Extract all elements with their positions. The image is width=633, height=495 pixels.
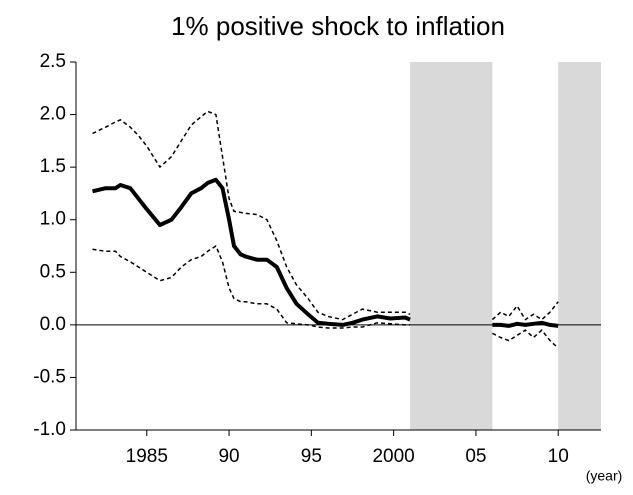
- x-tick-label: 05: [465, 446, 486, 467]
- shaded-region: [410, 62, 493, 430]
- y-tick-label: -1.0: [33, 419, 66, 440]
- y-tick-label: 0.5: [40, 261, 66, 282]
- x-tick-label: 1985: [126, 446, 168, 467]
- y-tick-label: 2.0: [40, 104, 66, 125]
- series-line: [92, 110, 559, 321]
- x-tick-label: 90: [218, 446, 239, 467]
- y-tick-label: -0.5: [33, 366, 66, 387]
- shaded-region: [558, 62, 601, 430]
- y-tick-label: 1.0: [40, 209, 66, 230]
- y-tick-label: 1.5: [40, 156, 66, 177]
- series-line: [92, 245, 559, 349]
- y-tick-label: 2.5: [40, 51, 66, 72]
- x-tick-label: 10: [548, 446, 569, 467]
- x-tick-label: 95: [301, 446, 322, 467]
- x-axis-label: (year): [586, 468, 623, 484]
- series-line: [92, 177, 559, 328]
- y-tick-label: 0.0: [40, 314, 66, 335]
- x-tick-label: 2000: [372, 446, 414, 467]
- chart-title: 1% positive shock to inflation: [171, 11, 505, 41]
